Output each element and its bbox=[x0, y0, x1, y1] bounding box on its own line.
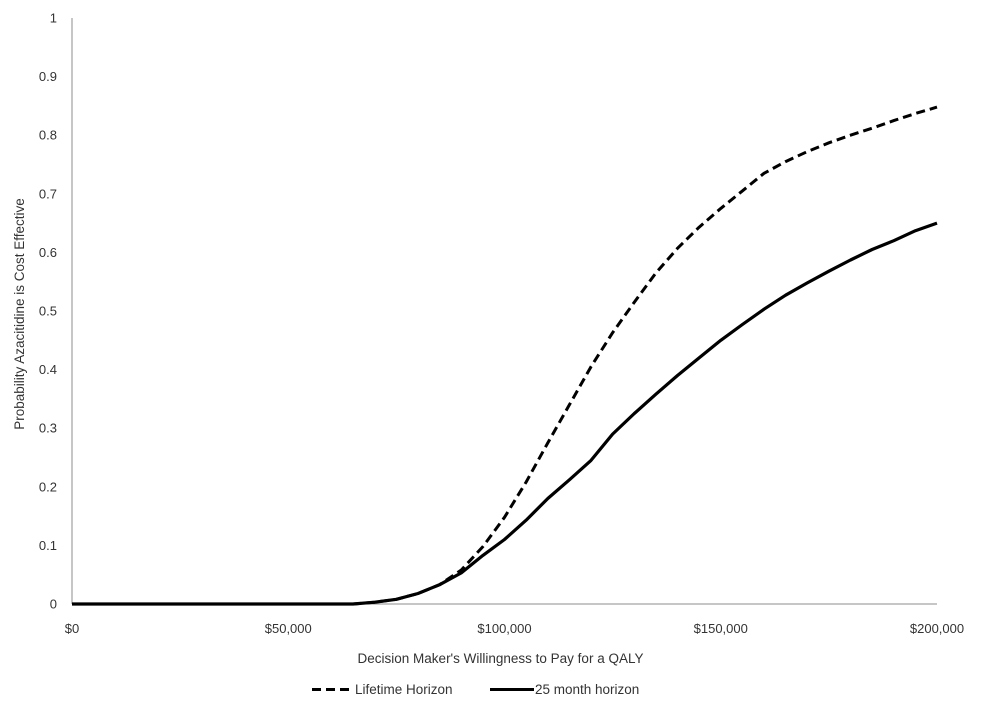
y-tick-label: 0.4 bbox=[39, 362, 57, 377]
x-tick-label: $0 bbox=[65, 621, 79, 636]
series-lines bbox=[72, 105, 938, 606]
y-tick-label: 0.1 bbox=[39, 538, 57, 553]
y-tick-label: 0.3 bbox=[39, 421, 57, 436]
series-line-25-month-horizon bbox=[72, 221, 938, 606]
legend-label: Lifetime Horizon bbox=[355, 682, 453, 697]
y-tick-label: 0.5 bbox=[39, 304, 57, 319]
x-axis-title: Decision Maker's Willingness to Pay for … bbox=[358, 651, 644, 666]
x-tick-label: $100,000 bbox=[477, 621, 531, 636]
x-tick-labels: $0 $50,000 $100,000 $150,000 $200,000 bbox=[65, 621, 964, 636]
y-axis-title: Probability Azacitidine is Cost Effectiv… bbox=[12, 198, 27, 430]
legend: Lifetime Horizon 25 month horizon bbox=[312, 682, 639, 697]
x-tick-label: $50,000 bbox=[265, 621, 312, 636]
series-line-lifetime-horizon bbox=[72, 105, 938, 606]
y-tick-label: 0.8 bbox=[39, 128, 57, 143]
y-tick-label: 1 bbox=[50, 11, 57, 26]
y-tick-label: 0.6 bbox=[39, 245, 57, 260]
x-tick-label: $150,000 bbox=[694, 621, 748, 636]
y-tick-label: 0.9 bbox=[39, 69, 57, 84]
y-tick-label: 0.7 bbox=[39, 186, 57, 201]
y-tick-labels: 0 0.1 0.2 0.3 0.4 0.5 0.6 0.7 0.8 0.9 1 bbox=[39, 11, 57, 612]
y-tick-label: 0 bbox=[50, 597, 57, 612]
legend-label: 25 month horizon bbox=[535, 682, 639, 697]
x-tick-label: $200,000 bbox=[910, 621, 964, 636]
y-tick-label: 0.2 bbox=[39, 479, 57, 494]
